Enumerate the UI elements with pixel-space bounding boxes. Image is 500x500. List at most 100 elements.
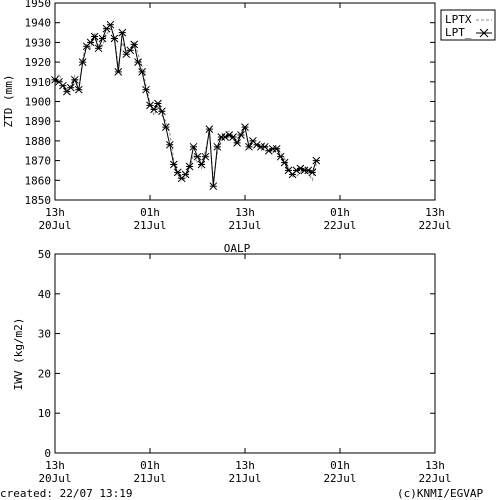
- data-point-lpt: [114, 68, 123, 76]
- iwv-y-tick-label: 20: [38, 367, 51, 380]
- ztd-x-tick-label-date: 21Jul: [228, 219, 261, 232]
- data-point-lpt: [161, 123, 170, 131]
- data-point-lpt: [106, 20, 115, 29]
- series-line-lpt: [54, 23, 317, 187]
- data-point-lpt: [241, 123, 249, 131]
- data-point-lpt: [94, 44, 103, 53]
- legend-label-lpt: LPT_: [445, 26, 472, 39]
- data-point-lpt: [245, 142, 253, 151]
- iwv-x-tick-label-date: 21Jul: [228, 472, 261, 485]
- data-point-lpt: [181, 170, 190, 179]
- ztd-y-tick-label: 1900: [25, 96, 52, 109]
- iwv-plot-frame: [54, 253, 436, 454]
- data-point-lpt: [59, 81, 67, 90]
- ztd-y-tick-label: 1850: [25, 194, 52, 207]
- data-point-lpt: [70, 75, 79, 84]
- iwv-x-tick-label-time: 01h: [140, 459, 160, 472]
- data-point-lpt: [233, 139, 241, 147]
- ztd-x-tick-label-time: 01h: [330, 206, 350, 219]
- ztd-ticks: 1850 1860 1870 1880 1890 1900 1910 1920 1930 1940…: [25, 0, 452, 232]
- data-point-lpt: [308, 168, 317, 177]
- ztd-y-tick-label: 1870: [25, 155, 52, 168]
- data-point-lpt: [205, 125, 214, 133]
- data-point-lpt: [142, 85, 150, 94]
- iwv-chart-title: OALP: [224, 242, 251, 255]
- data-point-lpt: [189, 142, 198, 151]
- data-point-lpt: [312, 156, 321, 165]
- iwv-x-tick-label-time: 13h: [425, 459, 445, 472]
- iwv-y-tick-label: 0: [44, 447, 51, 460]
- data-point-lpt: [126, 46, 135, 55]
- ztd-y-tick-label: 1860: [25, 174, 52, 187]
- iwv-y-axis-label: IWV (kg/m2): [12, 318, 25, 391]
- data-point-lpt: [173, 168, 182, 177]
- series-line-lptx: [54, 27, 317, 182]
- ztd-plot-frame: [54, 2, 436, 201]
- data-point-lpt: [78, 58, 87, 66]
- iwv-y-tick-label: 40: [38, 288, 51, 301]
- data-point-lpt: [98, 34, 107, 43]
- footer-created: created: 22/07 13:19: [0, 487, 132, 500]
- data-point-lpt: [237, 131, 245, 139]
- data-point-lpt: [110, 34, 119, 43]
- data-point-lpt: [90, 32, 99, 41]
- legend-label-lptx: LPTX: [445, 13, 472, 26]
- iwv-x-tick-label-date: 22Jul: [418, 472, 451, 485]
- ztd-x-tick-label-date: 21Jul: [133, 219, 166, 232]
- ztd-x-tick-label-time: 13h: [425, 206, 445, 219]
- iwv-y-tick-label: 10: [38, 407, 51, 420]
- iwv-x-tick-label-time: 01h: [330, 459, 350, 472]
- iwv-x-tick-label-time: 13h: [45, 459, 65, 472]
- data-point-lpt: [66, 83, 75, 92]
- data-point-lpt: [169, 160, 178, 169]
- data-point-lpt: [134, 58, 142, 66]
- iwv-x-tick-label-time: 13h: [235, 459, 255, 472]
- ztd-series: [51, 20, 321, 191]
- ztd-y-tick-label: 1920: [25, 56, 52, 69]
- data-point-lpt: [213, 142, 222, 151]
- data-point-lpt: [276, 152, 285, 161]
- ztd-y-axis-label: ZTD (mm): [2, 75, 15, 128]
- ztd-x-tick-label-time: 01h: [140, 206, 160, 219]
- ztd-x-tick-label-time: 13h: [45, 206, 65, 219]
- data-point-lpt: [86, 38, 95, 47]
- iwv-chart: OALP 0102030405013h20Jul01h21Jul13h21Jul…: [12, 242, 452, 485]
- data-point-lpt: [272, 144, 281, 153]
- ztd-x-tick-label-time: 13h: [235, 206, 255, 219]
- data-point-lpt: [154, 99, 162, 108]
- ztd-y-tick-label: 1910: [25, 76, 52, 89]
- ztd-x-tick-label-date: 22Jul: [323, 219, 356, 232]
- ztd-y-tick-label: 1950: [25, 0, 52, 10]
- iwv-y-tick-label: 50: [38, 248, 51, 261]
- data-point-lpt: [150, 105, 158, 114]
- data-point-lpt: [280, 158, 289, 167]
- data-point-lpt: [197, 160, 206, 169]
- iwv-x-tick-label-date: 21Jul: [133, 472, 166, 485]
- data-point-lpt: [229, 133, 237, 141]
- data-point-lpt: [138, 68, 146, 76]
- data-point-lpt: [165, 140, 174, 149]
- data-point-lpt: [74, 85, 83, 94]
- ztd-chart: 1850 1860 1870 1880 1890 1900 1910 1920 1930 1940…: [2, 0, 496, 232]
- footer-credit: (c)KNMI/EGVAP: [397, 487, 483, 500]
- ztd-y-tick-label: 1930: [25, 36, 52, 49]
- iwv-x-tick-label-date: 20Jul: [38, 472, 71, 485]
- data-point-lpt: [193, 152, 202, 161]
- iwv-x-tick-label-date: 22Jul: [323, 472, 356, 485]
- data-point-lpt: [118, 28, 127, 37]
- ztd-x-tick-label-date: 20Jul: [38, 219, 71, 232]
- data-point-lpt: [158, 107, 166, 116]
- data-point-lpt: [130, 40, 139, 49]
- legend-star-marker: [479, 28, 489, 38]
- ztd-y-tick-label: 1890: [25, 115, 52, 128]
- legend: LPTX LPT_: [440, 9, 496, 41]
- ztd-x-tick-label-date: 22Jul: [418, 219, 451, 232]
- ztd-y-tick-label: 1940: [25, 17, 52, 30]
- data-point-lpt: [201, 152, 210, 161]
- iwv-ticks: 0102030405013h20Jul01h21Jul13h21Jul01h22…: [38, 248, 452, 485]
- ztd-y-tick-label: 1880: [25, 135, 52, 148]
- data-point-lpt: [185, 162, 194, 171]
- iwv-y-tick-label: 30: [38, 328, 51, 341]
- data-point-lpt: [209, 182, 218, 191]
